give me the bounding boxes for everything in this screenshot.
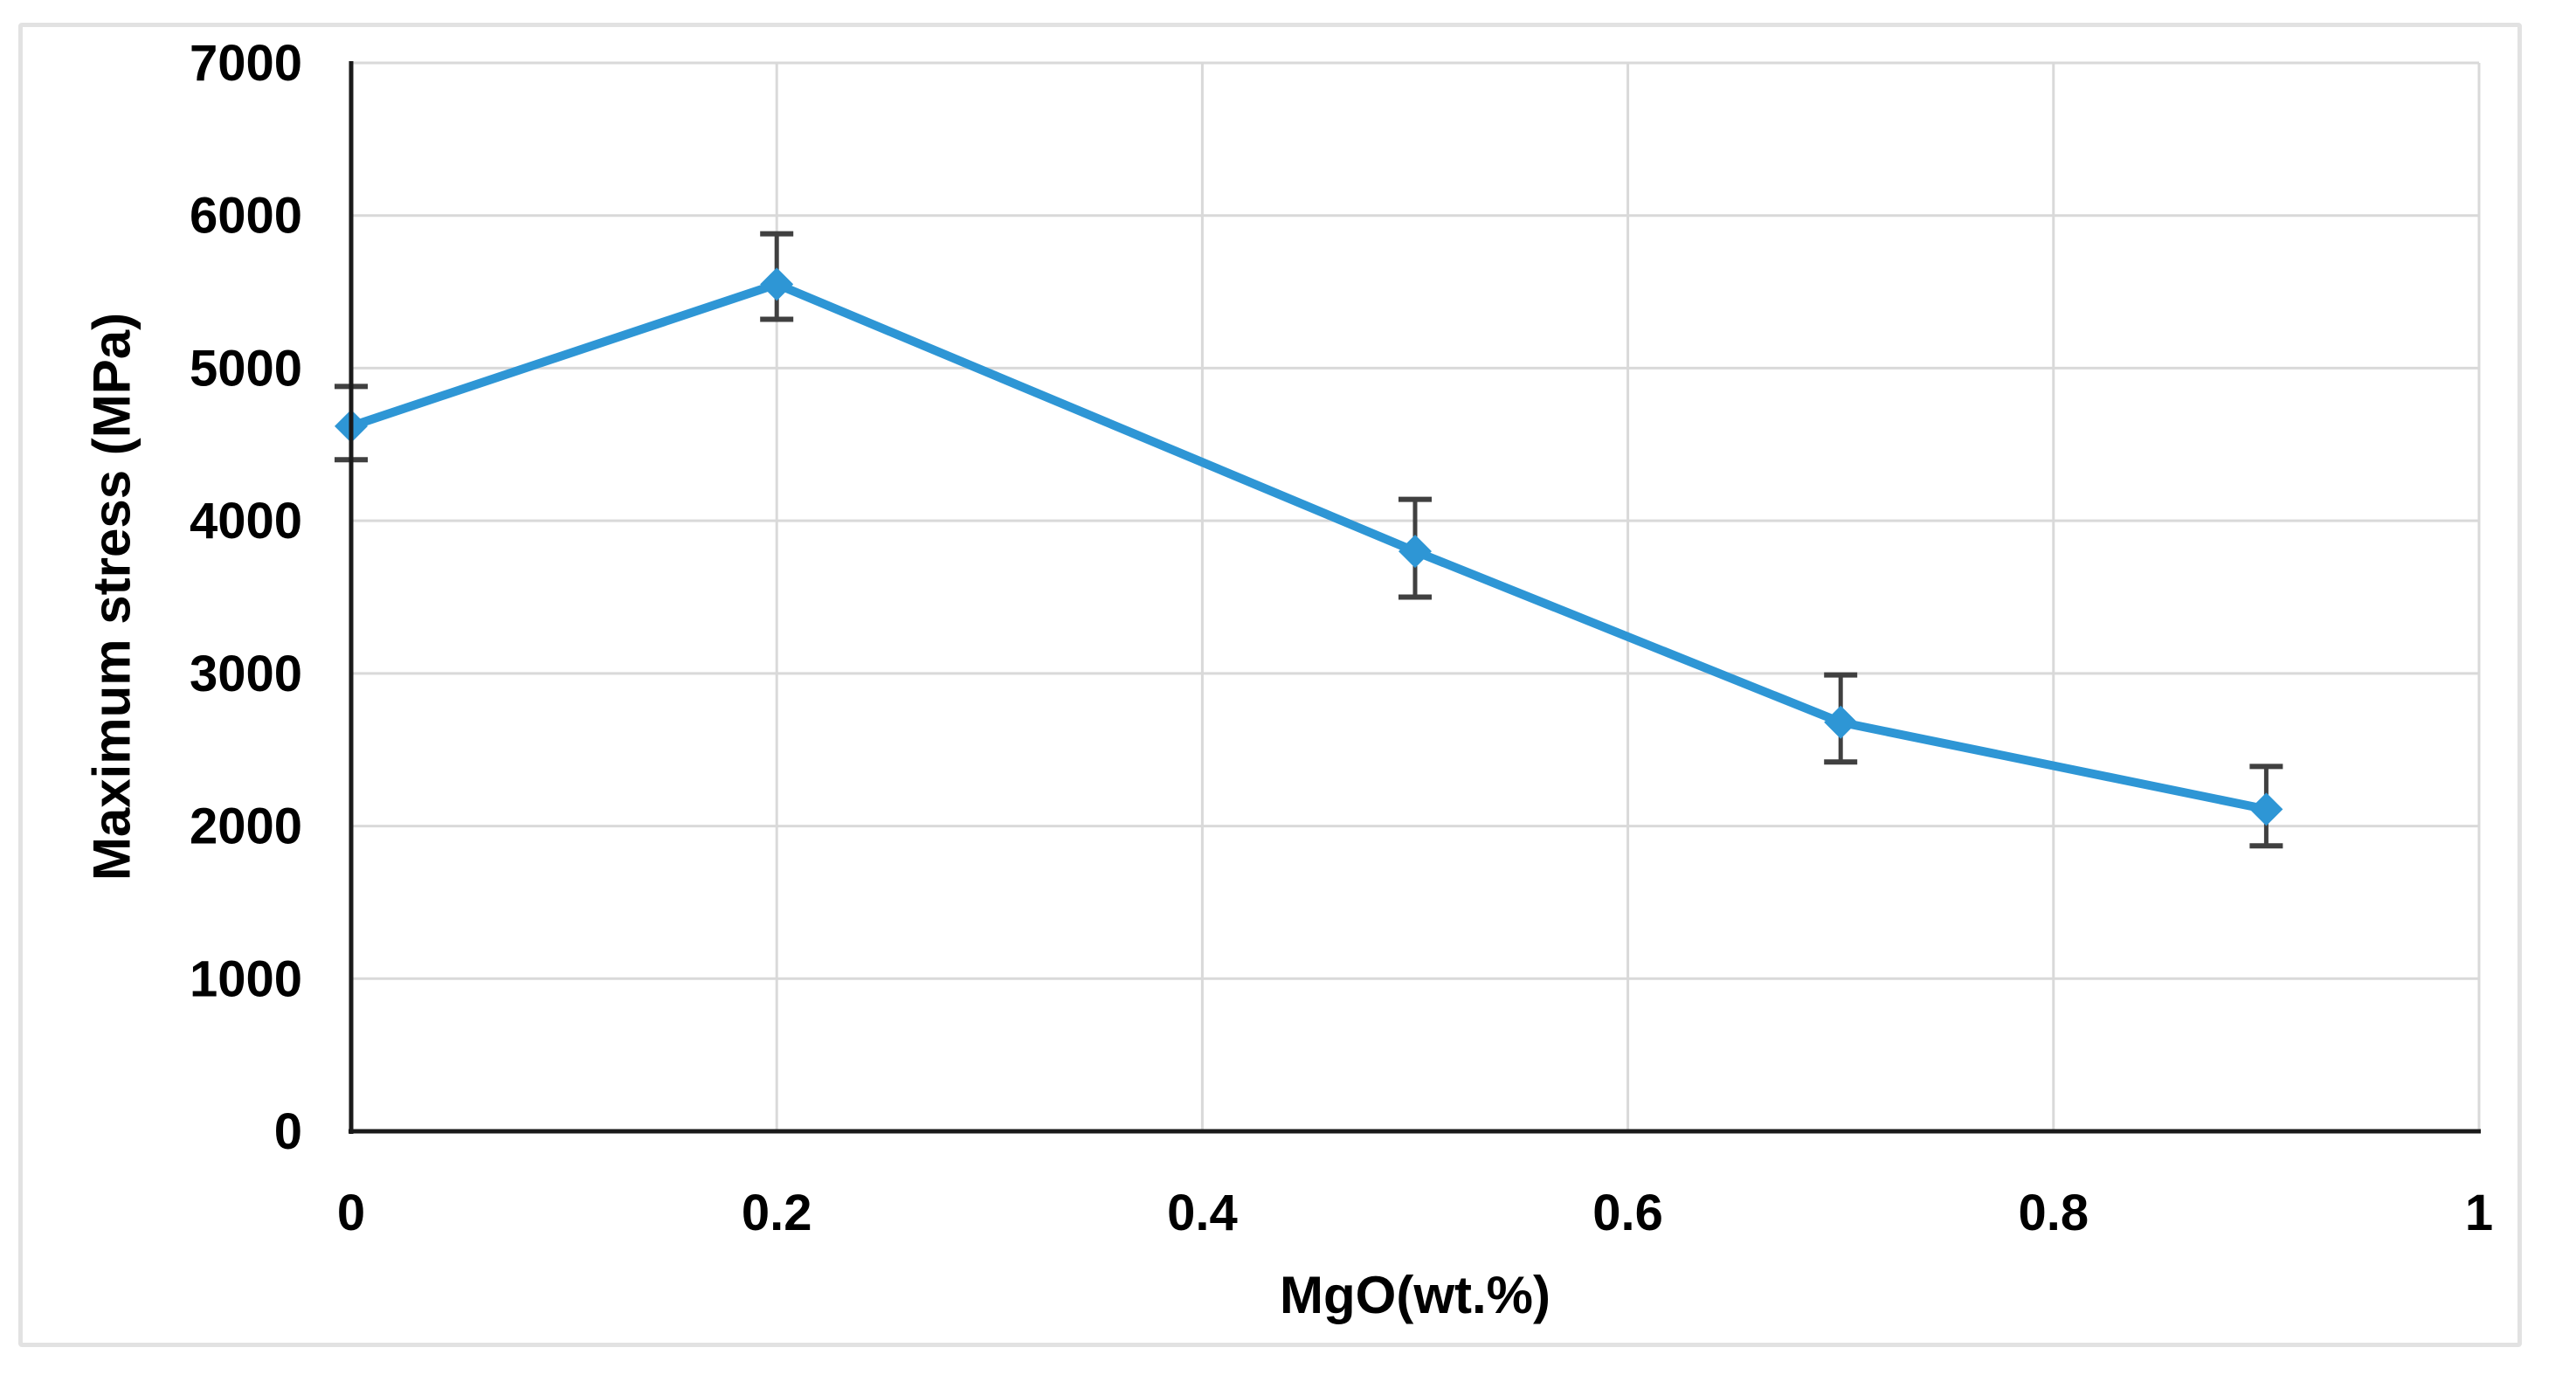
y-tick-label: 3000 [190, 646, 302, 702]
y-tick-label: 1000 [190, 950, 302, 1007]
x-tick-label: 0.6 [1592, 1185, 1663, 1241]
y-tick-label: 2000 [190, 798, 302, 855]
data-point-marker [2249, 792, 2283, 826]
data-point-marker [1398, 535, 1432, 569]
x-axis-title: MgO(wt.%) [1280, 1266, 1550, 1324]
x-tick-label: 0.8 [2018, 1185, 2089, 1241]
x-tick-label: 0 [337, 1185, 365, 1241]
y-tick-label: 4000 [190, 493, 302, 549]
chart-container [18, 23, 2522, 1347]
y-tick-label: 5000 [190, 340, 302, 397]
data-point-marker [760, 267, 794, 301]
y-tick-label: 6000 [190, 188, 302, 245]
x-tick-label: 1 [2465, 1185, 2493, 1241]
y-axis-title: Maximum stress (MPa) [82, 312, 142, 881]
y-tick-label: 0 [274, 1103, 302, 1160]
x-tick-label: 0.2 [742, 1185, 812, 1241]
series-line [347, 280, 2271, 814]
x-tick-label: 0.4 [1167, 1185, 1238, 1241]
y-tick-label: 7000 [190, 35, 302, 92]
data-point-marker [1824, 705, 1858, 739]
